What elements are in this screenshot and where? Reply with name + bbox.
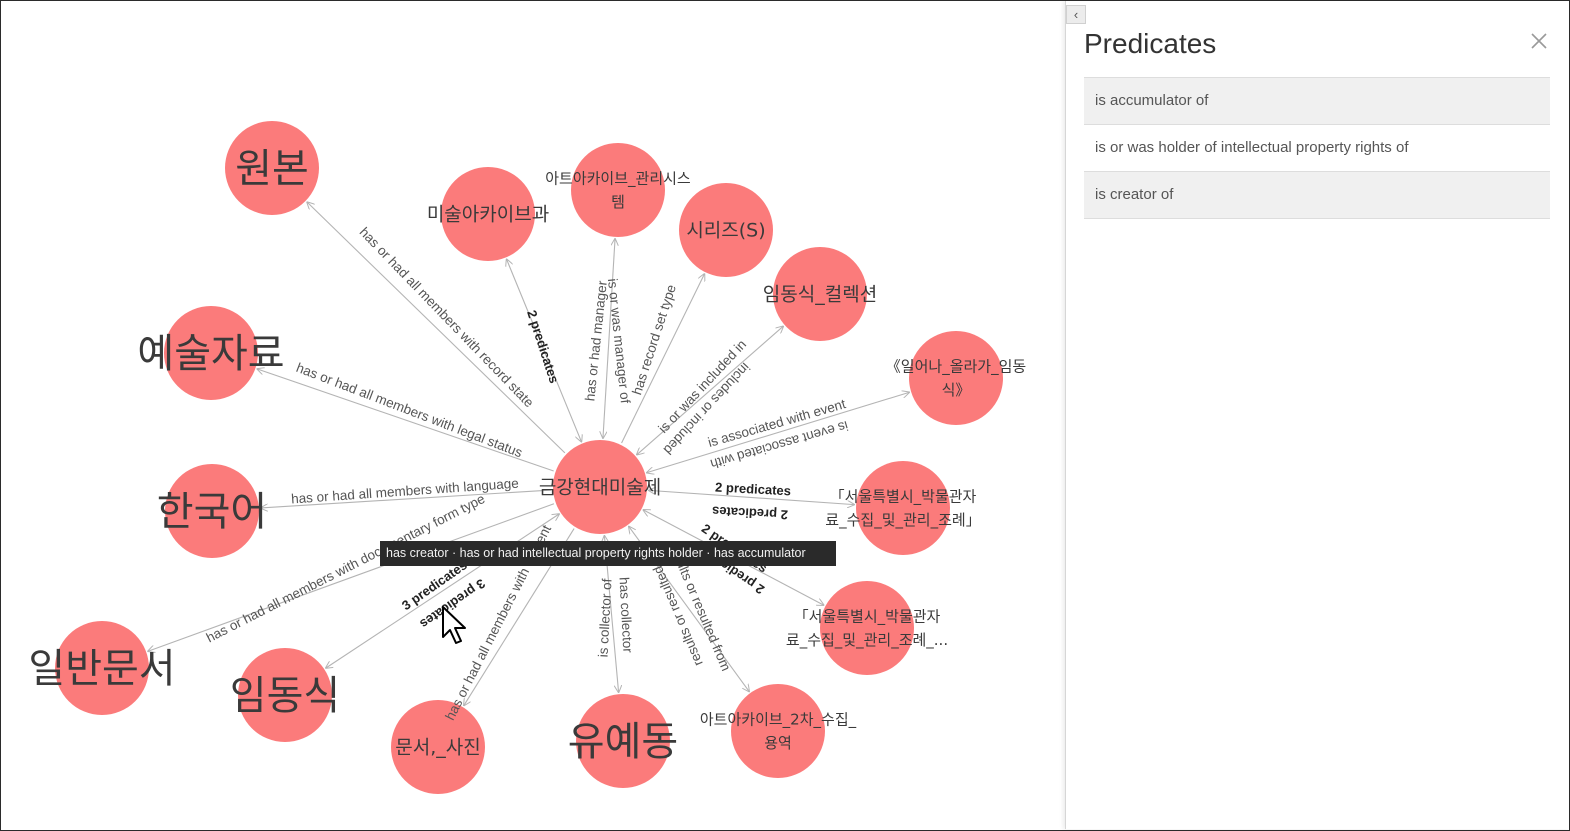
edge-line[interactable] [257,369,554,472]
node-circle[interactable] [55,621,149,715]
node-label: 「서울특별시_박물관자 [794,608,941,627]
chevron-left-icon[interactable]: ‹ [1066,5,1086,24]
edge-label[interactable]: has record set type [629,283,679,397]
graph-canvas[interactable]: 금강현대미술제원본미술아카이브과아트아카이브_관리시스템시리즈(S)임동식_컬렉… [1,1,1064,829]
graph-node[interactable]: 금강현대미술제 [539,440,661,534]
node-label: 아트아카이브_관리시스 [545,170,691,189]
node-label: 문서,_사진 [395,737,480,759]
node-circle[interactable] [238,648,332,742]
edge-line[interactable] [603,239,615,438]
edge-label[interactable]: is collector of [596,578,615,658]
close-icon[interactable] [1527,29,1551,53]
node-circle[interactable] [553,440,647,534]
node-label: 유예동 [568,719,678,765]
edge-label[interactable]: 2 predicates [524,308,562,385]
graph-node[interactable]: 「서울특별시_박물관자료_수집_및_관리_조례_... [786,581,948,675]
node-label: 아트아카이브_2차_수집_ [700,711,857,730]
graph-node[interactable]: 유예동 [568,694,678,788]
predicates-panel: Predicates is accumulator of is or was h… [1065,1,1569,829]
edge-line[interactable] [649,490,854,504]
node-circle[interactable] [731,684,825,778]
node-label: 《일어나_올라가_임동 [886,358,1027,377]
node-circle[interactable] [909,331,1003,425]
graph-node[interactable]: 아트아카이브_2차_수집_ 용역 [700,684,857,778]
node-label: 시리즈(S) [686,220,765,242]
predicate-list: is accumulator of is or was holder of in… [1084,77,1550,219]
node-label: 「서울특별시_박물관자 [830,488,977,507]
node-label: 미술아카이브과 [427,204,549,226]
graph-node[interactable]: 예술자료 [137,306,285,400]
node-label: 료_수집_및_관리_조례_... [786,631,948,650]
node-label: 식》 [942,381,971,399]
graph-node[interactable]: 원본 [225,121,319,215]
node-label: 예술자료 [137,331,284,377]
node-circle[interactable] [576,694,670,788]
edge-label[interactable]: has collector [616,577,635,654]
predicate-item[interactable]: is accumulator of [1084,78,1550,125]
node-circle[interactable] [856,461,950,555]
node-label: 일반문서 [28,646,175,692]
node-circle[interactable] [773,247,867,341]
node-circle[interactable] [679,183,773,277]
edge-label[interactable]: 2 predicates [712,504,789,523]
mouse-pointer-icon [442,606,466,644]
graph-node[interactable]: 임동식 [230,648,340,742]
edge-tooltip: has creator · has or had intellectual pr… [380,541,836,566]
node-circle[interactable] [165,464,259,558]
node-label: 용역 [764,734,792,752]
graph-node[interactable]: 시리즈(S) [679,183,773,277]
edge-line[interactable] [647,392,909,472]
graph-node[interactable]: 《일어나_올라가_임동식》 [886,331,1027,425]
node-label: 템 [611,193,625,211]
node-circle[interactable] [225,121,319,215]
node-circle[interactable] [441,167,535,261]
node-label: 금강현대미술제 [539,477,661,499]
node-circle[interactable] [571,143,665,237]
node-label: 임동식_컬렉션 [763,284,877,306]
edge-label[interactable]: has or had all members with legal status [294,360,524,460]
predicate-item[interactable]: is creator of [1084,172,1550,219]
edge-line[interactable] [261,489,552,508]
graph-node[interactable]: 일반문서 [28,621,176,715]
node-circle[interactable] [164,306,258,400]
graph-node[interactable]: 미술아카이브과 [427,167,549,261]
predicate-item[interactable]: is or was holder of intellectual propert… [1084,125,1550,172]
graph-node[interactable]: 한국어 [157,464,267,558]
node-circle[interactable] [820,581,914,675]
node-label: 임동식 [230,673,340,719]
node-label: 한국어 [157,489,267,535]
edge-line[interactable] [326,514,559,668]
graph-node[interactable]: 임동식_컬렉션 [763,247,877,341]
node-label: 원본 [235,146,309,192]
node-circle[interactable] [391,700,485,794]
edge-line[interactable] [507,259,582,441]
graph-node[interactable]: 문서,_사진 [391,700,485,794]
node-label: 료_수집_및_관리_조례」 [825,511,980,530]
panel-title: Predicates [1084,28,1217,59]
edge-label[interactable]: 2 predicates [715,479,792,498]
